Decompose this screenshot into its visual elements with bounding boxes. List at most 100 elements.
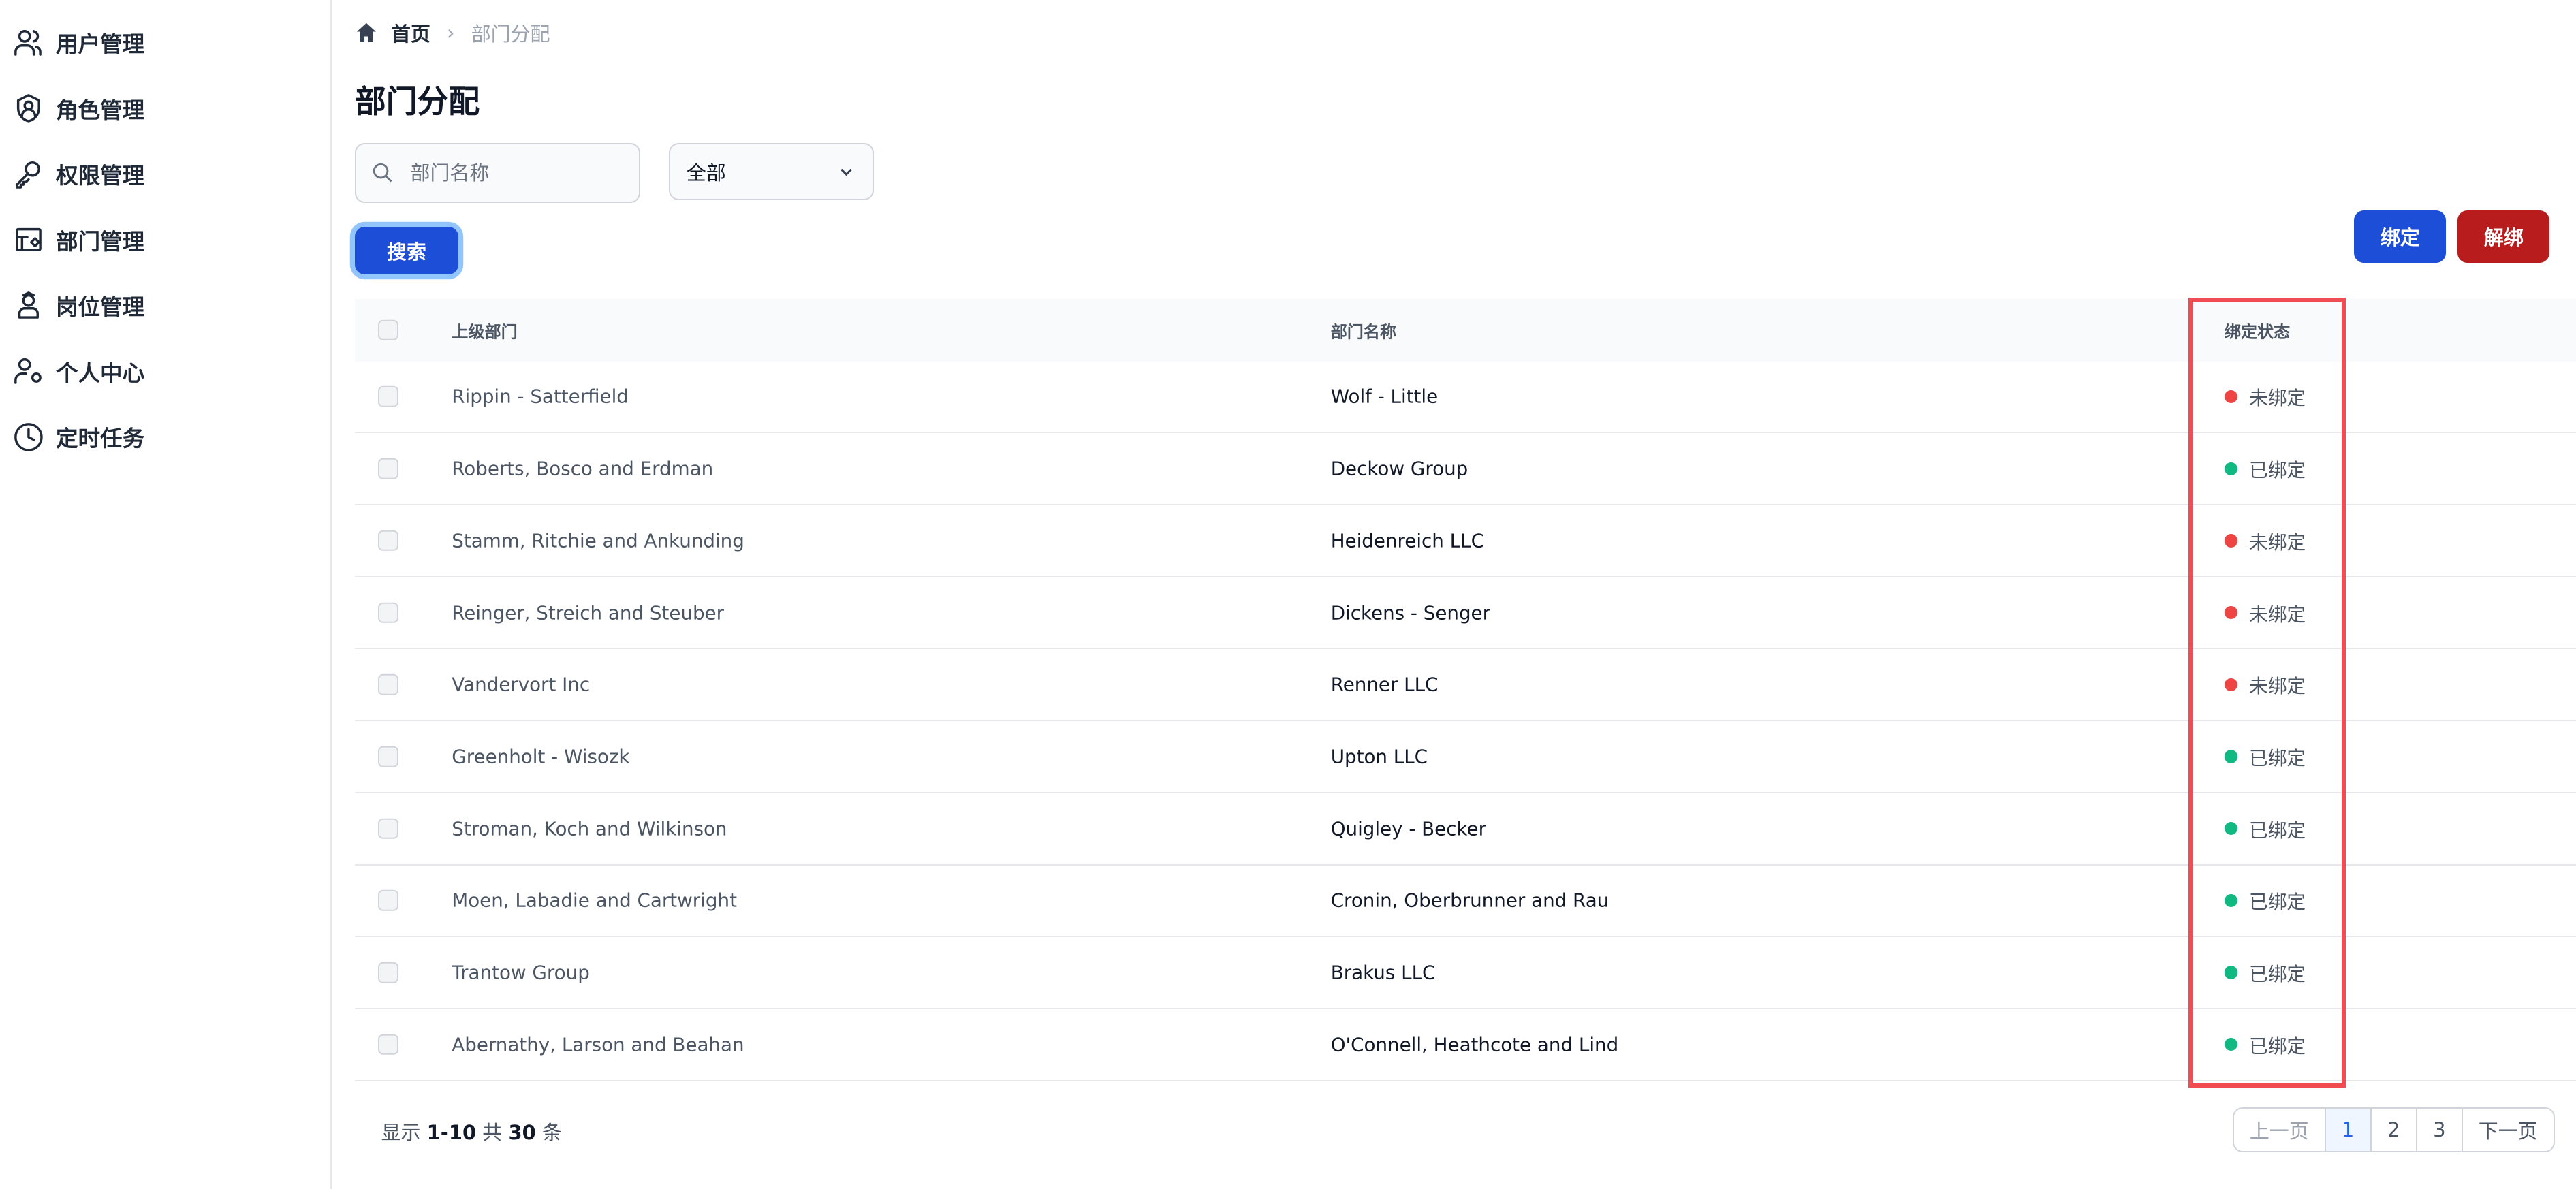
status-select[interactable]: 全部 bbox=[668, 142, 875, 201]
sidebar-item-label: 岗位管理 bbox=[55, 294, 145, 321]
row-checkbox[interactable] bbox=[377, 818, 399, 839]
sidebar-item-1[interactable]: 角色管理 bbox=[13, 89, 144, 128]
page-2-button[interactable]: 2 bbox=[2370, 1108, 2416, 1152]
sidebar-item-0[interactable]: 用户管理 bbox=[13, 23, 144, 63]
table-header: 上级部门 部门名称 绑定状态 bbox=[354, 298, 2576, 362]
search-icon bbox=[373, 163, 392, 183]
summary-mid: 共 bbox=[482, 1121, 503, 1145]
select-all-checkbox[interactable] bbox=[377, 319, 399, 341]
department-name: Heidenreich LLC bbox=[1330, 529, 1484, 552]
row-checkbox[interactable] bbox=[377, 674, 399, 695]
chevron-right-icon: › bbox=[447, 20, 455, 44]
summary-suffix: 条 bbox=[541, 1121, 562, 1145]
bind-status: 已绑定 bbox=[2224, 455, 2306, 482]
table-row: Abernathy, Larson and Beahan O'Connell, H… bbox=[354, 1009, 2576, 1081]
parent-department: Rippin - Satterfield bbox=[452, 385, 629, 408]
department-name: Dickens - Senger bbox=[1330, 601, 1490, 624]
bind-status: 已绑定 bbox=[2224, 959, 2306, 986]
breadcrumb-current: 部门分配 bbox=[471, 22, 550, 46]
status-dot-icon bbox=[2224, 893, 2238, 908]
status-label: 已绑定 bbox=[2248, 459, 2306, 482]
department-name: Deckow Group bbox=[1330, 457, 1468, 480]
header-name: 部门名称 bbox=[1330, 322, 1397, 342]
bind-status: 已绑定 bbox=[2224, 815, 2306, 842]
page-title: 部门分配 bbox=[354, 83, 480, 121]
header-status: 绑定状态 bbox=[2224, 322, 2291, 342]
table-row: Rippin - Satterfield Wolf - Little 未绑定 bbox=[354, 362, 2576, 434]
status-label: 未绑定 bbox=[2248, 530, 2306, 554]
parent-department: Stamm, Ritchie and Ankunding bbox=[452, 529, 744, 552]
search-input[interactable] bbox=[407, 159, 611, 187]
bind-status: 未绑定 bbox=[2224, 383, 2306, 410]
next-page-button[interactable]: 下一页 bbox=[2461, 1108, 2554, 1152]
parent-department: Abernathy, Larson and Beahan bbox=[452, 1033, 744, 1056]
parent-department: Greenholt - Wisozk bbox=[452, 745, 630, 768]
breadcrumb: 首页 › 部门分配 bbox=[355, 18, 550, 47]
pagination-summary: 显示 1-10 共 30 条 bbox=[381, 1117, 562, 1145]
status-label: 未绑定 bbox=[2248, 387, 2306, 410]
shield-user-icon bbox=[17, 94, 41, 123]
sidebar-item-2[interactable]: 权限管理 bbox=[13, 155, 144, 194]
row-checkbox[interactable] bbox=[377, 1034, 399, 1056]
page-3-button[interactable]: 3 bbox=[2415, 1108, 2462, 1152]
row-checkbox[interactable] bbox=[377, 458, 399, 479]
parent-department: Moen, Labadie and Cartwright bbox=[452, 889, 737, 912]
department-icon bbox=[16, 228, 42, 252]
parent-department: Reinger, Streich and Steuber bbox=[452, 601, 724, 624]
sidebar-item-3[interactable]: 部门管理 bbox=[13, 220, 144, 259]
bind-button[interactable]: 绑定 bbox=[2354, 210, 2447, 263]
bind-status: 未绑定 bbox=[2224, 527, 2306, 554]
sidebar-item-5[interactable]: 个人中心 bbox=[13, 351, 144, 391]
chevron-down-icon bbox=[841, 168, 852, 176]
row-checkbox[interactable] bbox=[377, 746, 399, 767]
sidebar-item-label: 定时任务 bbox=[55, 426, 145, 452]
status-label: 已绑定 bbox=[2248, 1034, 2306, 1058]
status-dot-icon bbox=[2224, 605, 2238, 620]
row-checkbox[interactable] bbox=[377, 890, 399, 911]
row-checkbox[interactable] bbox=[377, 602, 399, 623]
sidebar-item-label: 权限管理 bbox=[55, 163, 145, 189]
unbind-button[interactable]: 解绑 bbox=[2457, 210, 2550, 263]
row-checkbox[interactable] bbox=[377, 530, 399, 552]
header-parent: 上级部门 bbox=[452, 322, 518, 342]
department-name: Upton LLC bbox=[1330, 745, 1428, 768]
status-dot-icon bbox=[2224, 750, 2238, 763]
page-1-button[interactable]: 1 bbox=[2324, 1108, 2370, 1152]
sidebar-item-label: 用户管理 bbox=[55, 31, 145, 58]
status-label: 已绑定 bbox=[2248, 819, 2306, 842]
status-dot-icon bbox=[2224, 1038, 2238, 1051]
row-checkbox[interactable] bbox=[377, 962, 399, 983]
summary-total: 30 bbox=[508, 1121, 536, 1145]
parent-department: Vandervort Inc bbox=[452, 673, 591, 696]
home-icon[interactable] bbox=[355, 21, 378, 44]
sidebar-item-label: 部门管理 bbox=[55, 228, 145, 255]
department-name: O'Connell, Heathcote and Lind bbox=[1330, 1033, 1619, 1056]
pagination: 上一页 1 2 3 下一页 bbox=[2232, 1107, 2555, 1153]
bind-status: 未绑定 bbox=[2224, 599, 2306, 627]
table-row: Stroman, Koch and Wilkinson Quigley - Bec… bbox=[354, 793, 2576, 866]
status-dot-icon bbox=[2224, 822, 2238, 836]
table-row: Greenholt - Wisozk Upton LLC 已绑定 bbox=[354, 721, 2576, 793]
sidebar-item-4[interactable]: 岗位管理 bbox=[13, 286, 144, 326]
status-label: 已绑定 bbox=[2248, 963, 2306, 986]
parent-department: Stroman, Koch and Wilkinson bbox=[452, 817, 727, 840]
department-name: Quigley - Becker bbox=[1330, 817, 1486, 840]
bind-status: 未绑定 bbox=[2224, 671, 2306, 698]
user-settings-icon bbox=[14, 358, 42, 384]
prev-page-button[interactable]: 上一页 bbox=[2249, 1120, 2309, 1143]
status-label: 已绑定 bbox=[2248, 891, 2306, 914]
search-field[interactable] bbox=[354, 142, 640, 204]
summary-prefix: 显示 bbox=[381, 1121, 421, 1145]
bind-status: 已绑定 bbox=[2224, 1031, 2306, 1058]
row-checkbox[interactable] bbox=[377, 386, 399, 407]
parent-department: Roberts, Bosco and Erdman bbox=[452, 457, 714, 480]
search-button[interactable]: 搜索 bbox=[354, 226, 458, 274]
breadcrumb-home[interactable]: 首页 bbox=[391, 22, 430, 46]
sidebar-item-label: 角色管理 bbox=[55, 97, 145, 123]
table-row: Trantow Group Brakus LLC 已绑定 bbox=[354, 937, 2576, 1009]
status-select-value: 全部 bbox=[686, 161, 726, 185]
status-dot-icon bbox=[2224, 966, 2238, 979]
status-label: 未绑定 bbox=[2248, 675, 2306, 698]
sidebar-item-6[interactable]: 定时任务 bbox=[13, 417, 144, 457]
department-name: Brakus LLC bbox=[1330, 961, 1436, 984]
